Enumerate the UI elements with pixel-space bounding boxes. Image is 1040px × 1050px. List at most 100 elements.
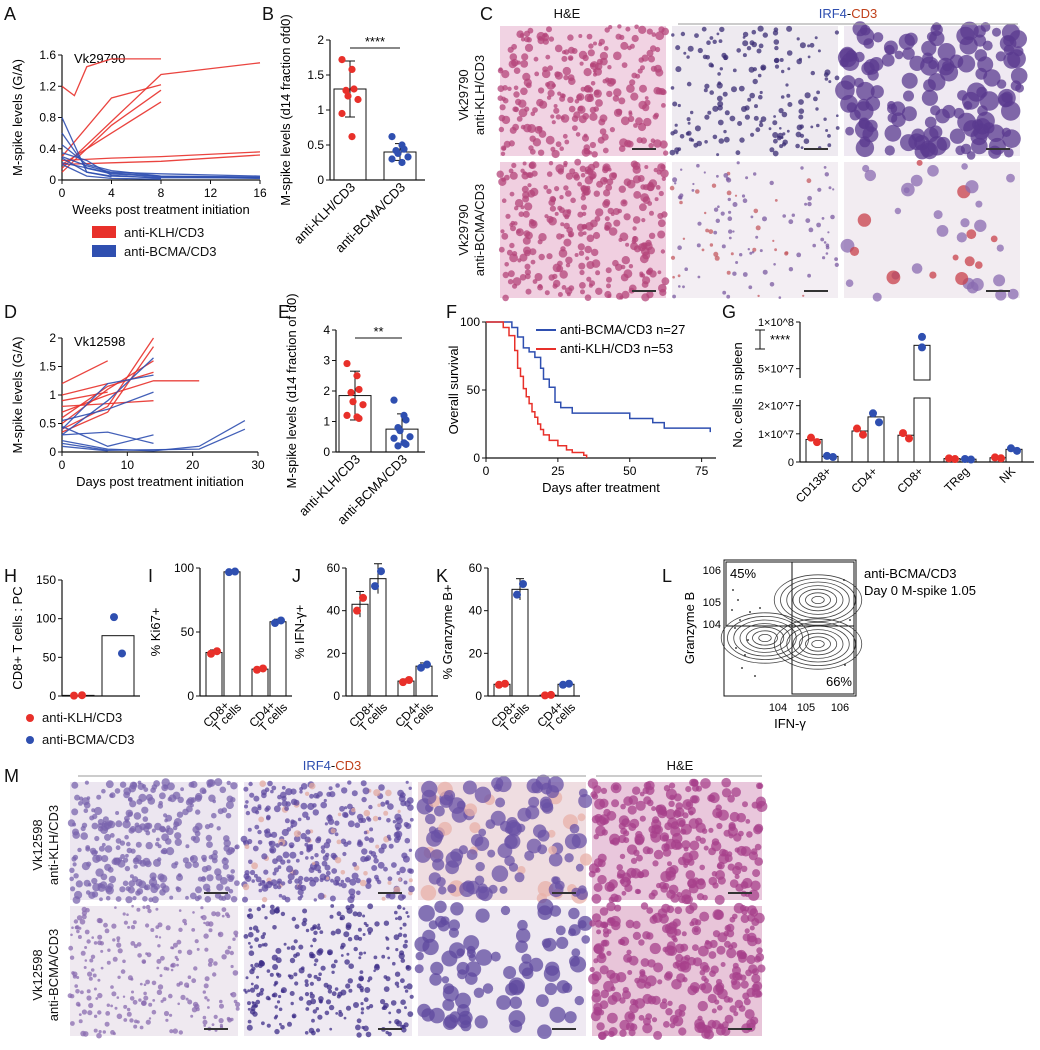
- cell: [564, 853, 574, 863]
- cell: [548, 882, 564, 898]
- cell: [273, 867, 279, 873]
- cell: [327, 989, 333, 994]
- data-point: [513, 590, 521, 599]
- y-tick-label: 0.5: [307, 138, 324, 152]
- cell: [559, 195, 564, 200]
- cell: [187, 999, 193, 1005]
- cell: [258, 960, 265, 967]
- cell: [724, 854, 733, 863]
- legend-h-klh-dot: [26, 714, 34, 722]
- cell: [192, 1001, 199, 1008]
- cell: [960, 218, 970, 228]
- cell: [72, 862, 77, 867]
- cell: [300, 832, 307, 840]
- panel-letter-g: G: [722, 302, 736, 322]
- cell: [216, 826, 221, 831]
- cell: [578, 250, 585, 256]
- cell: [456, 948, 465, 957]
- cell: [620, 116, 630, 126]
- cell: [742, 36, 746, 39]
- series-line-13: [61, 431, 154, 445]
- cell: [151, 980, 157, 986]
- cell: [619, 878, 625, 885]
- cell: [589, 280, 596, 287]
- cell: [284, 806, 289, 811]
- cell: [313, 963, 317, 967]
- cell: [957, 112, 976, 132]
- cell: [305, 829, 311, 835]
- cell: [669, 149, 676, 156]
- data-point: [945, 454, 953, 463]
- cell: [759, 120, 763, 124]
- cell: [884, 124, 902, 142]
- cell: [502, 294, 509, 302]
- cell: [564, 214, 570, 220]
- data-point: [377, 567, 385, 576]
- cell: [273, 1016, 278, 1020]
- cell: [744, 105, 750, 111]
- cell: [717, 1005, 723, 1011]
- cell: [97, 940, 102, 946]
- cell: [307, 973, 312, 979]
- contour-ring: [773, 574, 863, 626]
- cell: [600, 989, 609, 999]
- cell: [304, 842, 309, 847]
- cell: [235, 1006, 240, 1011]
- cell: [317, 1014, 323, 1020]
- cell: [345, 905, 351, 910]
- cell: [671, 33, 675, 37]
- cell: [320, 965, 326, 971]
- cell: [527, 124, 537, 133]
- panel-a: 00.40.81.21.6M-spike levels (G/A)0 4 8 12 16…: [10, 48, 267, 217]
- cell: [77, 1003, 81, 1007]
- cell: [622, 986, 629, 994]
- cell: [406, 915, 410, 918]
- panel-letter-c: C: [480, 4, 493, 24]
- cell: [807, 201, 812, 207]
- cell: [132, 999, 138, 1005]
- m-irf4-klh-high: [414, 774, 593, 904]
- cell: [128, 880, 136, 887]
- cell: [581, 935, 590, 944]
- cell: [653, 139, 662, 148]
- cell: [561, 285, 567, 290]
- cell: [141, 806, 149, 814]
- m-row1-line2: anti-KLH/CD3: [46, 805, 61, 885]
- cell: [122, 912, 126, 916]
- cell: [80, 950, 86, 956]
- cell: [721, 788, 732, 798]
- cell: [441, 976, 450, 984]
- cell: [178, 981, 183, 986]
- cell: [270, 879, 278, 886]
- cell: [782, 139, 788, 145]
- cell: [212, 799, 216, 804]
- cell: [657, 979, 663, 985]
- cell: [593, 89, 602, 98]
- cell: [101, 855, 109, 863]
- cell: [525, 82, 532, 89]
- cell: [782, 132, 786, 136]
- cell: [646, 28, 653, 35]
- cell: [513, 67, 521, 74]
- cell: [772, 120, 778, 126]
- cell: [405, 780, 409, 784]
- cell: [92, 883, 101, 892]
- cell: [156, 837, 160, 842]
- cell: [102, 816, 109, 823]
- cell: [668, 884, 679, 895]
- cell: [303, 876, 310, 883]
- cell: [553, 104, 558, 108]
- cell: [828, 80, 832, 84]
- cell: [566, 209, 572, 214]
- cell: [157, 844, 162, 849]
- significance-label: **: [373, 324, 383, 339]
- cell: [592, 989, 601, 997]
- cell: [808, 227, 814, 233]
- cell: [287, 1021, 292, 1027]
- cell: [684, 267, 688, 272]
- cell: [680, 943, 689, 952]
- cell: [500, 151, 506, 156]
- cell: [1004, 147, 1014, 158]
- cell: [723, 829, 731, 837]
